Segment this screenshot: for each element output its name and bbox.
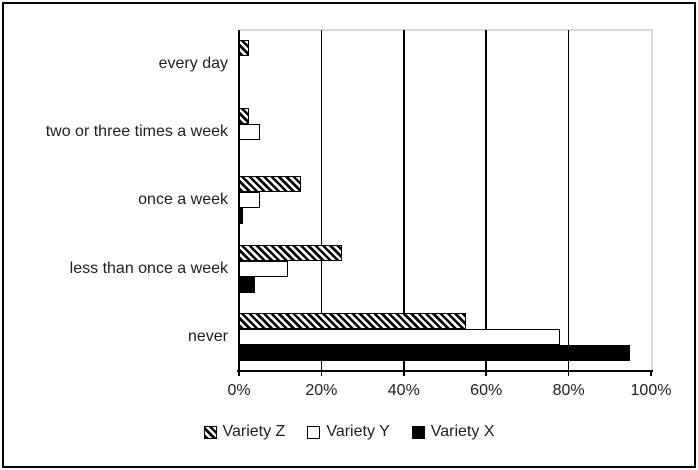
bar-variety-y-two-or-three-times-a-week bbox=[239, 124, 260, 141]
bar-variety-z-never bbox=[239, 312, 466, 329]
x-tick-label-0%: 0% bbox=[227, 382, 251, 399]
x-tick-label-80%: 80% bbox=[552, 382, 585, 399]
plot-border-right bbox=[651, 29, 653, 372]
legend-item-variety-z: Variety Z bbox=[203, 423, 286, 441]
bar-variety-y-less-than-once-a-week bbox=[239, 260, 289, 277]
x-tick-label-40%: 40% bbox=[387, 382, 420, 399]
bar-variety-x-never bbox=[239, 344, 631, 361]
bar-variety-z-less-than-once-a-week bbox=[239, 244, 342, 261]
bar-variety-y-once-a-week bbox=[239, 192, 260, 209]
bar-variety-z-two-or-three-times-a-week bbox=[239, 108, 250, 125]
legend-item-variety-x: Variety X bbox=[411, 423, 495, 441]
x-tick-mark-40% bbox=[403, 371, 405, 376]
gridline-80 bbox=[567, 30, 570, 371]
bar-variety-z-once-a-week bbox=[239, 176, 301, 193]
category-label-never: never bbox=[187, 327, 228, 345]
x-tick-mark-100% bbox=[650, 371, 652, 376]
category-label-two-or-three-times-a-week: two or three times a week bbox=[45, 123, 228, 141]
chart-legend: Variety Z Variety Y Variety X bbox=[0, 423, 698, 441]
plot-area bbox=[239, 30, 652, 371]
category-label-once-a-week: once a week bbox=[138, 191, 228, 209]
x-axis-line bbox=[237, 369, 653, 372]
gridline-40 bbox=[403, 30, 405, 371]
diagonal-hatch-swatch-icon bbox=[203, 425, 217, 439]
bar-variety-z-every-day bbox=[239, 40, 250, 56]
white-square-swatch-icon bbox=[307, 425, 321, 439]
x-tick-label-20%: 20% bbox=[305, 382, 338, 399]
x-tick-mark-0% bbox=[238, 371, 240, 376]
legend-label: Variety Y bbox=[326, 423, 390, 440]
x-tick-mark-20% bbox=[320, 371, 323, 376]
bar-variety-y-never bbox=[239, 328, 561, 345]
x-tick-mark-80% bbox=[567, 371, 570, 376]
black-square-swatch-icon bbox=[411, 425, 425, 439]
plot-border-top bbox=[239, 29, 653, 31]
gridline-60 bbox=[485, 30, 487, 371]
legend-item-variety-y: Variety Y bbox=[307, 423, 390, 441]
legend-label: Variety X bbox=[430, 423, 495, 440]
x-tick-mark-60% bbox=[485, 371, 487, 376]
y-axis-line bbox=[238, 30, 240, 376]
x-tick-label-60%: 60% bbox=[470, 382, 503, 399]
gridline-20 bbox=[320, 30, 323, 371]
bar-variety-x-less-than-once-a-week bbox=[239, 276, 256, 293]
legend-label: Variety Z bbox=[222, 423, 286, 440]
bar-variety-x-once-a-week bbox=[239, 208, 244, 225]
category-label-less-than-once-a-week: less than once a week bbox=[69, 259, 228, 277]
x-tick-label-100%: 100% bbox=[630, 382, 672, 399]
category-label-every-day: every day bbox=[158, 55, 228, 73]
